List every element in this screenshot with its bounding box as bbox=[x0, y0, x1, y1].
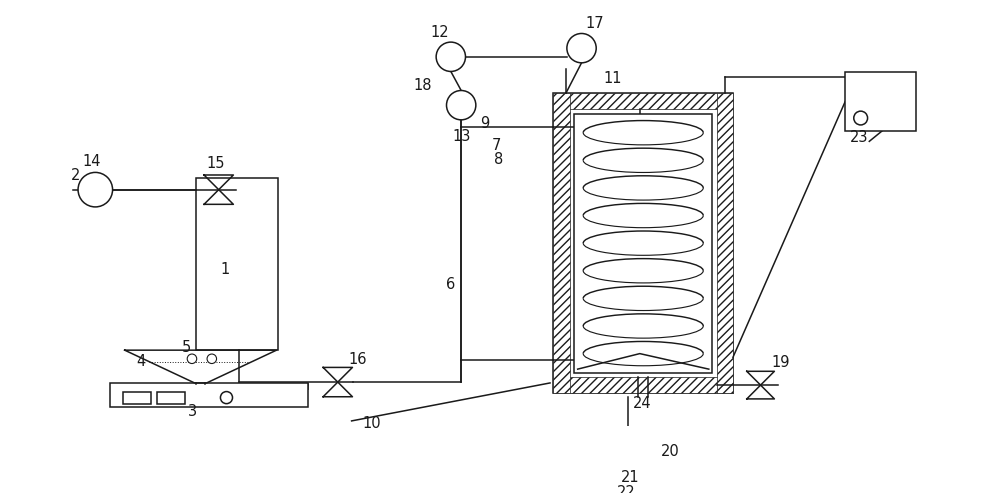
Bar bbox=[110, 383, 308, 389]
Text: 20: 20 bbox=[660, 444, 679, 459]
Bar bbox=[123, 391, 151, 404]
Text: 19: 19 bbox=[771, 354, 789, 370]
Bar bbox=[196, 177, 278, 350]
Bar bbox=[110, 383, 308, 407]
Text: 18: 18 bbox=[414, 78, 432, 93]
Bar bbox=[553, 93, 570, 393]
Text: 23: 23 bbox=[849, 130, 868, 145]
Text: 15: 15 bbox=[207, 156, 225, 171]
Circle shape bbox=[220, 391, 233, 404]
Text: 17: 17 bbox=[586, 16, 604, 31]
Circle shape bbox=[436, 42, 465, 71]
Text: 21: 21 bbox=[621, 470, 639, 485]
Text: 10: 10 bbox=[362, 416, 381, 431]
Text: 9: 9 bbox=[480, 116, 489, 131]
Text: 12: 12 bbox=[430, 25, 449, 39]
Bar bbox=[553, 93, 733, 393]
Text: 22: 22 bbox=[617, 485, 636, 493]
Bar bbox=[553, 93, 733, 109]
Text: 7: 7 bbox=[491, 138, 501, 153]
Text: 6: 6 bbox=[446, 278, 455, 292]
Bar bbox=[157, 391, 185, 404]
Text: 24: 24 bbox=[633, 395, 652, 411]
Circle shape bbox=[187, 354, 197, 363]
Circle shape bbox=[567, 34, 596, 63]
Circle shape bbox=[854, 111, 868, 125]
Bar bbox=[574, 114, 712, 373]
Circle shape bbox=[78, 173, 113, 207]
Text: 11: 11 bbox=[604, 71, 622, 86]
Text: 8: 8 bbox=[494, 152, 503, 167]
Bar bbox=[850, 81, 911, 104]
Circle shape bbox=[207, 354, 217, 363]
Text: 13: 13 bbox=[453, 129, 471, 144]
Text: 2: 2 bbox=[71, 168, 81, 183]
Text: 4: 4 bbox=[136, 354, 145, 369]
Bar bbox=[876, 110, 906, 124]
Bar bbox=[717, 93, 733, 393]
Text: 5: 5 bbox=[182, 340, 191, 355]
Text: 3: 3 bbox=[188, 404, 197, 419]
Ellipse shape bbox=[598, 457, 647, 475]
Text: 1: 1 bbox=[220, 262, 230, 277]
Circle shape bbox=[447, 91, 476, 120]
Bar bbox=[553, 377, 733, 393]
Text: 16: 16 bbox=[348, 352, 367, 367]
Bar bbox=[845, 72, 916, 131]
Text: 14: 14 bbox=[82, 154, 101, 169]
